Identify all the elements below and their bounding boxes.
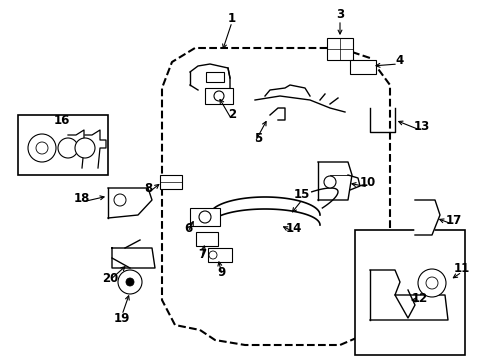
Circle shape [126,278,134,286]
Bar [349,60,375,74]
Circle shape [208,251,217,259]
Bar [326,38,352,60]
Circle shape [114,194,126,206]
Bar [196,232,218,246]
Text: 2: 2 [227,108,236,122]
Text: 20: 20 [102,271,118,284]
Text: 1: 1 [227,12,236,24]
Text: 13: 13 [413,120,429,132]
Bar [160,175,182,189]
Polygon shape [414,200,439,235]
Text: 11: 11 [453,261,469,274]
Text: 4: 4 [395,54,403,67]
Text: 9: 9 [218,266,225,279]
Text: 12: 12 [411,292,427,305]
Bar [204,88,232,104]
Text: 3: 3 [335,9,344,22]
Text: 19: 19 [114,311,130,324]
Bar [205,72,224,82]
Text: 8: 8 [143,181,152,194]
Circle shape [36,142,48,154]
Text: 7: 7 [198,248,205,261]
Circle shape [417,269,445,297]
Text: 15: 15 [293,189,309,202]
Text: 18: 18 [74,192,90,204]
Text: 14: 14 [285,221,302,234]
Circle shape [425,277,437,289]
Bar [190,208,220,226]
Bar [354,230,464,355]
Bar [207,248,231,262]
Text: 17: 17 [445,213,461,226]
Text: 6: 6 [183,221,192,234]
Text: 16: 16 [54,113,70,126]
Circle shape [118,270,142,294]
Circle shape [58,138,78,158]
Circle shape [214,91,224,101]
Text: 10: 10 [359,176,375,189]
Bar [18,115,108,175]
Text: 5: 5 [253,131,262,144]
Circle shape [75,138,95,158]
Circle shape [324,176,335,188]
Circle shape [28,134,56,162]
Circle shape [199,211,210,223]
